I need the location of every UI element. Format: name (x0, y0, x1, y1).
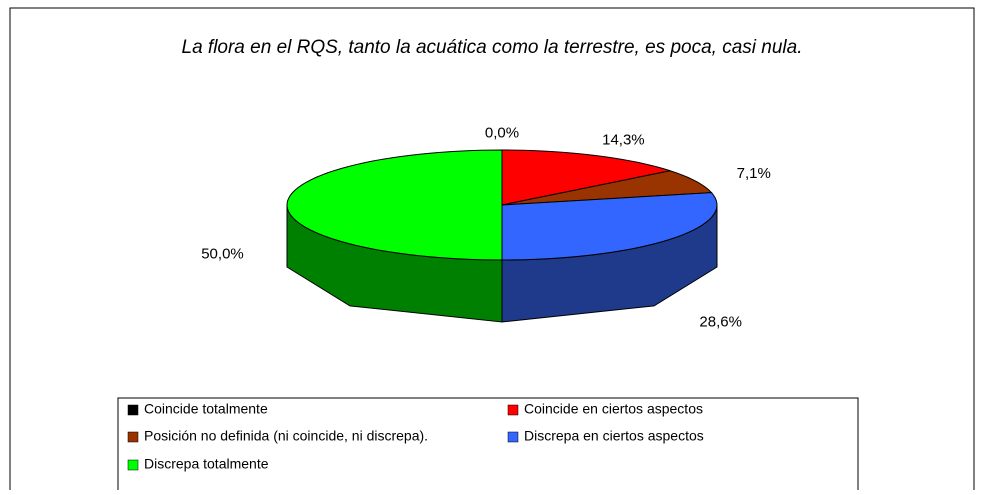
data-label: 50,0% (201, 246, 244, 263)
legend-label: Discrepa totalmente (144, 456, 269, 472)
legend-swatch (507, 431, 519, 443)
legend-swatch (127, 404, 139, 416)
data-label: 28,6% (699, 313, 742, 330)
legend-label: Posición no definida (ni coincide, ni di… (144, 428, 428, 444)
data-label: 14,3% (602, 132, 645, 149)
legend-label: Coincide en ciertos aspectos (524, 401, 703, 417)
legend-box (117, 397, 859, 495)
data-label: 0,0% (485, 124, 519, 141)
legend-swatch (127, 431, 139, 443)
legend-label: Coincide totalmente (144, 401, 268, 417)
pie-slice (501, 149, 671, 206)
chart-title: La flora en el RQS, tanto la acuática co… (182, 37, 803, 58)
chart-border (9, 7, 975, 490)
legend-swatch (507, 404, 519, 416)
pie-slice (286, 149, 503, 261)
data-label: 7,1% (737, 165, 771, 182)
pie-slice (501, 170, 713, 206)
pie-slice (501, 192, 718, 261)
legend-label: Discrepa en ciertos aspectos (524, 428, 704, 444)
legend-swatch (127, 459, 139, 471)
